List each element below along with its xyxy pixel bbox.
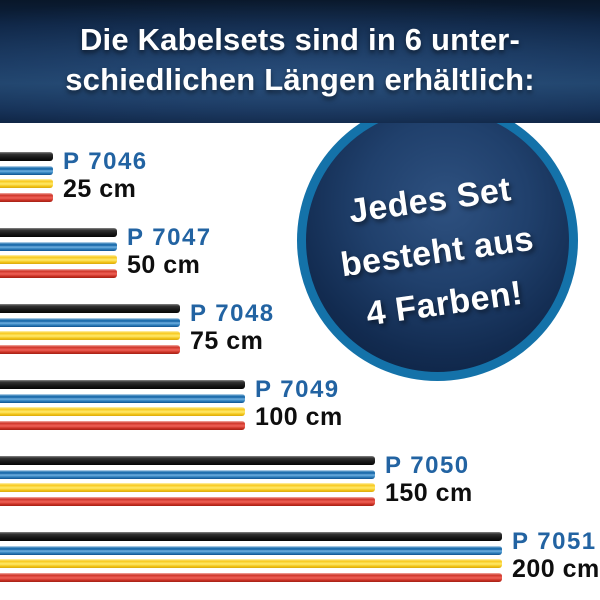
part-number: P 7046 [63,148,148,175]
cable-stripe-red [0,192,53,202]
length-label: 100 cm [255,403,343,431]
cable-stripe-yellow [0,179,53,189]
header-banner: Die Kabelsets sind in 6 unter- schiedlic… [0,0,600,123]
cable-labels: P 7049 100 cm [255,376,343,431]
cable-stripe-black [0,380,245,389]
cable-stripe-yellow [0,331,180,341]
header-title-line1: Die Kabelsets sind in 6 unter- [79,21,521,57]
cable-stripe-blue [0,393,245,403]
cable-stripe-yellow [0,407,245,417]
cable-stripe-blue [0,545,502,555]
part-number: P 7051 [512,528,597,555]
cable-bars [0,532,502,582]
cable-set-row-5: P 7050 150 cm [0,452,473,507]
length-label: 75 cm [190,327,264,355]
cable-set-row-3: P 7048 75 cm [0,300,275,355]
header-title-line2: schiedlichen Längen erhältlich: [65,61,535,97]
cable-labels: P 7050 150 cm [385,452,473,507]
cable-labels: P 7048 75 cm [190,300,275,355]
cable-stripe-black [0,304,180,313]
cable-bars [0,152,53,202]
cable-stripe-yellow [0,255,117,265]
badge-text: Jedes Set besteht aus 4 Farben! [330,161,544,343]
cable-stripe-black [0,456,375,465]
cable-labels: P 7046 25 cm [63,148,148,203]
cable-stripe-black [0,152,53,161]
cable-bars [0,228,117,278]
length-label: 150 cm [385,479,473,507]
length-label: 25 cm [63,175,137,203]
cable-stripe-yellow [0,559,502,569]
cable-set-row-4: P 7049 100 cm [0,376,343,431]
cable-set-row-1: P 7046 25 cm [0,148,148,203]
cable-bars [0,380,245,430]
cable-stripe-blue [0,165,53,175]
part-number: P 7048 [190,300,275,327]
cable-stripe-red [0,496,375,506]
cable-stripe-yellow [0,483,375,493]
length-label: 200 cm [512,555,600,583]
cable-stripe-blue [0,241,117,251]
part-number: P 7049 [255,376,340,403]
cable-bars [0,304,180,354]
cable-bars [0,456,375,506]
part-number: P 7047 [127,224,212,251]
cable-stripe-black [0,532,502,541]
cable-stripe-red [0,268,117,278]
cable-labels: P 7047 50 cm [127,224,212,279]
cable-set-row-2: P 7047 50 cm [0,224,212,279]
cable-stripe-red [0,572,502,582]
cable-labels: P 7051 200 cm [512,528,600,583]
cable-stripe-blue [0,469,375,479]
cable-stripe-red [0,344,180,354]
part-number: P 7050 [385,452,470,479]
cable-set-row-6: P 7051 200 cm [0,528,600,583]
cable-stripe-red [0,420,245,430]
length-label: 50 cm [127,251,201,279]
cable-stripe-blue [0,317,180,327]
cable-stripe-black [0,228,117,237]
badge-circle: Jedes Set besteht aus 4 Farben! [297,100,578,381]
